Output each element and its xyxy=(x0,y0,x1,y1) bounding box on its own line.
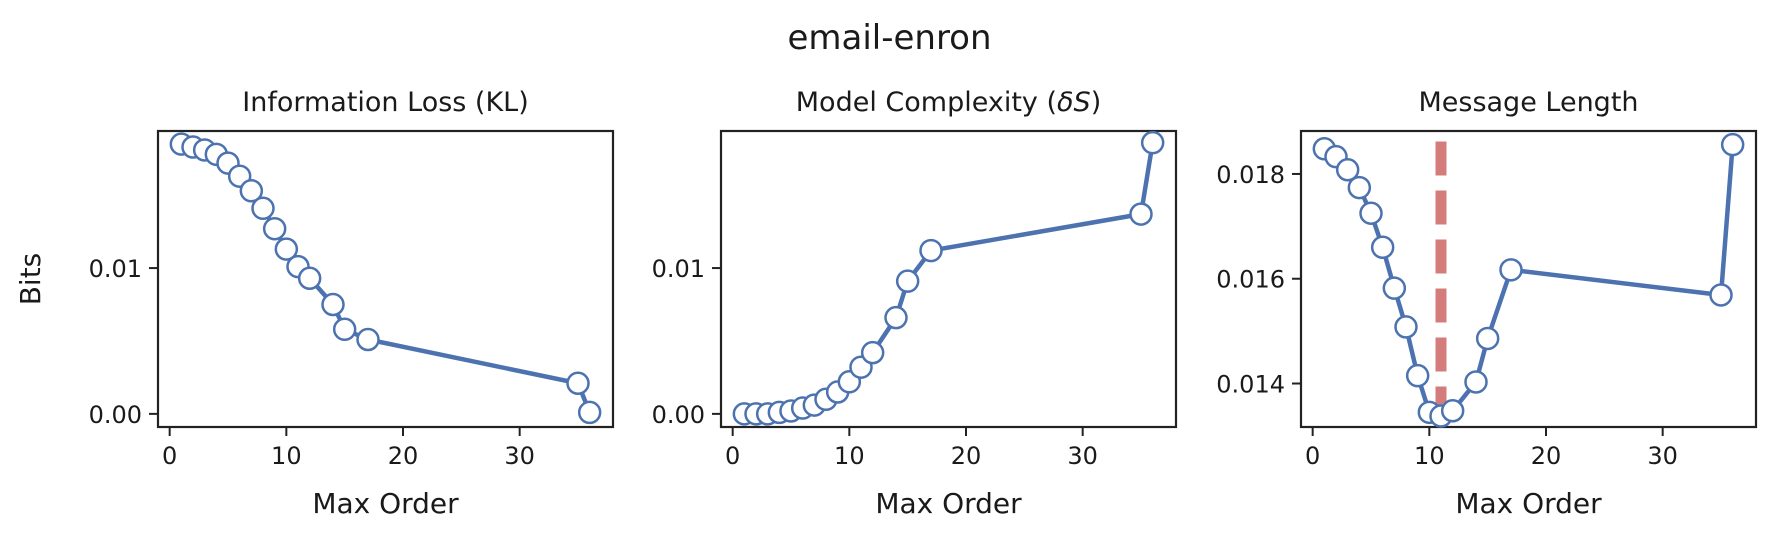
x-tick-label: 10 xyxy=(1414,442,1445,470)
data-point xyxy=(297,266,322,291)
x-tick-label: 0 xyxy=(162,442,177,470)
data-point xyxy=(1405,363,1430,388)
data-point xyxy=(251,196,275,221)
x-tick-label: 30 xyxy=(1647,442,1678,470)
axes-frame xyxy=(1299,129,1758,429)
data-point xyxy=(274,237,299,261)
x-tick-label: 20 xyxy=(951,442,982,470)
x-axis-label: Max Order xyxy=(875,487,1022,520)
panel-title-part: ) xyxy=(1091,87,1102,118)
x-tick-label: 30 xyxy=(504,442,535,470)
y-tick-label: 0.016 xyxy=(1216,266,1285,294)
figure-title: email-enron xyxy=(787,18,992,58)
data-point xyxy=(1720,132,1745,157)
panel-title: Information Loss (KL) xyxy=(242,87,529,118)
data-point xyxy=(919,238,943,263)
data-point xyxy=(239,179,264,203)
data-point xyxy=(1370,235,1395,260)
data-point xyxy=(1140,130,1165,155)
data-point xyxy=(1499,258,1523,282)
series-line xyxy=(744,142,1155,417)
axes-frame xyxy=(156,129,615,429)
data-point xyxy=(321,292,345,317)
x-tick-label: 10 xyxy=(271,442,302,470)
x-tick-label: 10 xyxy=(834,442,865,470)
chart-panel-1: Information Loss (KL) 0 10 20 30 0.00 0.01 Max … xyxy=(14,87,615,520)
data-point xyxy=(1335,158,1360,182)
data-point xyxy=(262,216,287,241)
x-axis-label: Max Order xyxy=(1455,487,1602,520)
data-point xyxy=(577,400,602,425)
series-line xyxy=(1323,144,1735,419)
x-tick-label: 20 xyxy=(388,442,419,470)
panel-title-part: Model Complexity ( xyxy=(796,87,1057,118)
data-point xyxy=(1475,326,1500,351)
y-axis-label: Bits xyxy=(14,253,47,306)
y-tick-label: 0.01 xyxy=(89,255,142,283)
panel-title: Message Length xyxy=(1418,87,1638,118)
y-tick-label: 0.014 xyxy=(1216,371,1285,399)
data-point xyxy=(1440,399,1465,423)
data-point xyxy=(332,317,357,342)
panel-title: Model Complexity (δS) xyxy=(796,87,1101,118)
data-point xyxy=(1359,201,1383,226)
data-point xyxy=(1709,283,1733,307)
axes-frame xyxy=(719,129,1178,429)
y-tick-label: 0.01 xyxy=(652,255,705,283)
y-tick-label: 0.018 xyxy=(1216,161,1285,189)
x-tick-label: 0 xyxy=(1305,442,1320,470)
data-point xyxy=(1382,276,1407,300)
data-point xyxy=(860,340,885,365)
chart-panel-3: Message Length 0 10 20 30 0.014 0.016 0.018 Max … xyxy=(1216,87,1758,520)
data-point xyxy=(1464,370,1488,394)
y-tick-label: 0.00 xyxy=(89,401,142,429)
data-point xyxy=(895,269,920,293)
data-point xyxy=(884,305,908,330)
data-point xyxy=(566,371,590,396)
data-point xyxy=(1129,202,1153,226)
data-point xyxy=(356,327,380,352)
chart-panel-2: Model Complexity (δS) 0 10 20 30 0.00 0.01 Max … xyxy=(652,87,1178,520)
panel-title-part: δS xyxy=(1057,87,1091,118)
data-point xyxy=(1347,175,1372,200)
x-tick-label: 0 xyxy=(725,442,740,470)
x-tick-label: 20 xyxy=(1531,442,1562,470)
x-tick-label: 30 xyxy=(1067,442,1098,470)
data-point xyxy=(1394,315,1418,339)
x-axis-label: Max Order xyxy=(312,487,459,520)
y-tick-label: 0.00 xyxy=(652,401,705,429)
